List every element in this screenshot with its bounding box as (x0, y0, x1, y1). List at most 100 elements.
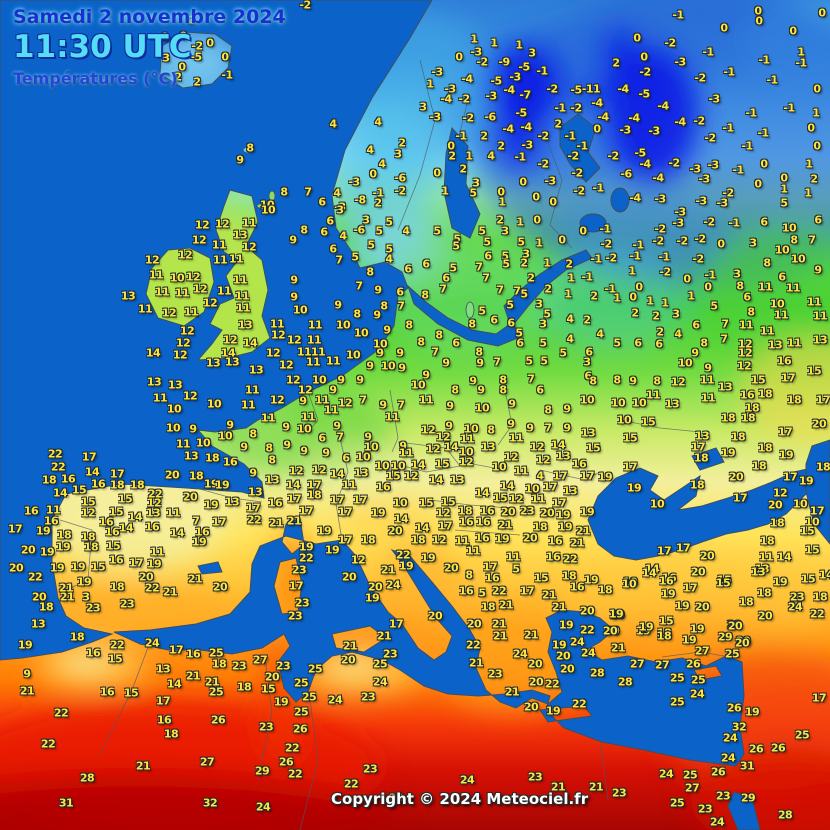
temp-label: -5 (638, 87, 650, 101)
temp-label: 11 (786, 336, 802, 350)
temp-label: -4 (520, 120, 532, 134)
temp-label: 9 (373, 308, 381, 322)
temp-label: 16 (60, 472, 76, 486)
temp-label: 9 (290, 290, 298, 304)
temp-label: 5 (453, 232, 461, 246)
temp-label: 11 (513, 464, 529, 478)
temp-label: 24 (144, 636, 160, 650)
temp-label: 14 (84, 465, 100, 479)
temp-label: 12 (144, 253, 160, 267)
temp-label: 2 (448, 149, 456, 163)
temp-label: -2 (703, 215, 715, 229)
temp-label: 19 (660, 587, 676, 601)
temp-label: 28 (617, 675, 633, 689)
temp-label: 2 (810, 172, 818, 186)
temp-label: 5 (452, 239, 460, 253)
temp-label: 12 (529, 440, 545, 454)
temp-label: 23 (527, 770, 543, 784)
temp-label: 14 (550, 438, 566, 452)
temp-label: 19 (579, 505, 595, 519)
temp-label: -5 (515, 106, 527, 120)
temp-label: 25 (208, 646, 224, 660)
temp-label: -7 (519, 88, 531, 102)
temp-label: 2 (652, 309, 660, 323)
temp-label: 7 (336, 430, 344, 444)
temp-label: 23 (697, 802, 713, 816)
temp-label: 17 (777, 425, 793, 439)
temp-label: 5 (515, 326, 523, 340)
temp-label: 8 (268, 453, 276, 467)
temp-label: 26 (685, 657, 701, 671)
temp-label: 17 (690, 440, 706, 454)
temp-label: 1 (613, 291, 621, 305)
temp-label: 8 (280, 185, 288, 199)
temp-label: 0 (221, 50, 229, 64)
temp-label: -3 (470, 45, 482, 59)
temp-label: -1 (658, 250, 670, 264)
temp-label: 25 (669, 695, 685, 709)
temp-label: -2 (694, 71, 706, 85)
temp-label: 14 (428, 473, 444, 487)
temp-label: 9 (322, 446, 330, 460)
temp-label: -1 (723, 65, 735, 79)
temp-label: 14 (127, 510, 143, 524)
temp-label: 19 (420, 551, 436, 565)
temp-label: 20 (728, 470, 744, 484)
temp-label: 18 (83, 540, 99, 554)
temp-label: 11 (296, 345, 312, 359)
temp-label: 16 (658, 574, 674, 588)
temp-label: 13 (30, 617, 46, 631)
temp-label: 10 (353, 326, 369, 340)
temp-label: 5 (710, 299, 718, 313)
temp-label: 17 (352, 493, 368, 507)
temp-label: -1 (604, 282, 616, 296)
temp-label: 21 (523, 628, 539, 642)
temp-label: 8 (544, 403, 552, 417)
temp-label: 1 (804, 186, 812, 200)
temp-label: 11 (216, 284, 232, 298)
temp-label: 23 (275, 659, 291, 673)
temp-label: 0 (754, 4, 762, 18)
temp-label: 27 (199, 755, 215, 769)
temp-label: 1 (805, 157, 813, 171)
temp-label: 25 (208, 685, 224, 699)
temp-label: -2 (676, 234, 688, 248)
temp-label: -1 (732, 163, 744, 177)
temp-label: -3 (509, 70, 521, 84)
temp-label: -3 (544, 174, 556, 188)
temp-label: 5 (483, 235, 491, 249)
temp-label: 5 (613, 336, 621, 350)
temp-label: 16 (222, 455, 238, 469)
temp-label: 9 (374, 283, 382, 297)
temp-label: 0 (635, 280, 643, 294)
temp-label: 15 (440, 495, 456, 509)
temp-label: 19 (364, 591, 380, 605)
temp-label: 7 (808, 233, 816, 247)
temp-label: 10 (372, 337, 388, 351)
temp-label: 14 (145, 346, 161, 360)
temp-label: 13 (146, 375, 162, 389)
temp-label: 0 (717, 237, 725, 251)
temp-label: 14 (414, 521, 430, 535)
baltic-sea (406, 249, 593, 347)
temp-label: 1 (161, 30, 169, 44)
temp-label: 5 (478, 586, 486, 600)
temp-label: 15 (658, 614, 674, 628)
temp-label: -1 (728, 216, 740, 230)
temp-label: 0 (549, 195, 557, 209)
temp-label: 3 (336, 203, 344, 217)
temp-label: -4 (440, 92, 452, 106)
temp-label: 21 (588, 780, 604, 794)
temp-label: 10 (610, 396, 626, 410)
temp-label: 26 (726, 701, 742, 715)
temp-label: 2 (527, 271, 535, 285)
temp-label: -3 (654, 192, 666, 206)
temp-label: 9 (240, 440, 248, 454)
temp-label: 11 (307, 318, 323, 332)
temp-label: 9 (442, 356, 450, 370)
temp-label: 9 (398, 361, 406, 375)
temp-label: 6 (536, 383, 544, 397)
temp-label: 22 (53, 706, 69, 720)
temp-label: -1 (514, 150, 526, 164)
